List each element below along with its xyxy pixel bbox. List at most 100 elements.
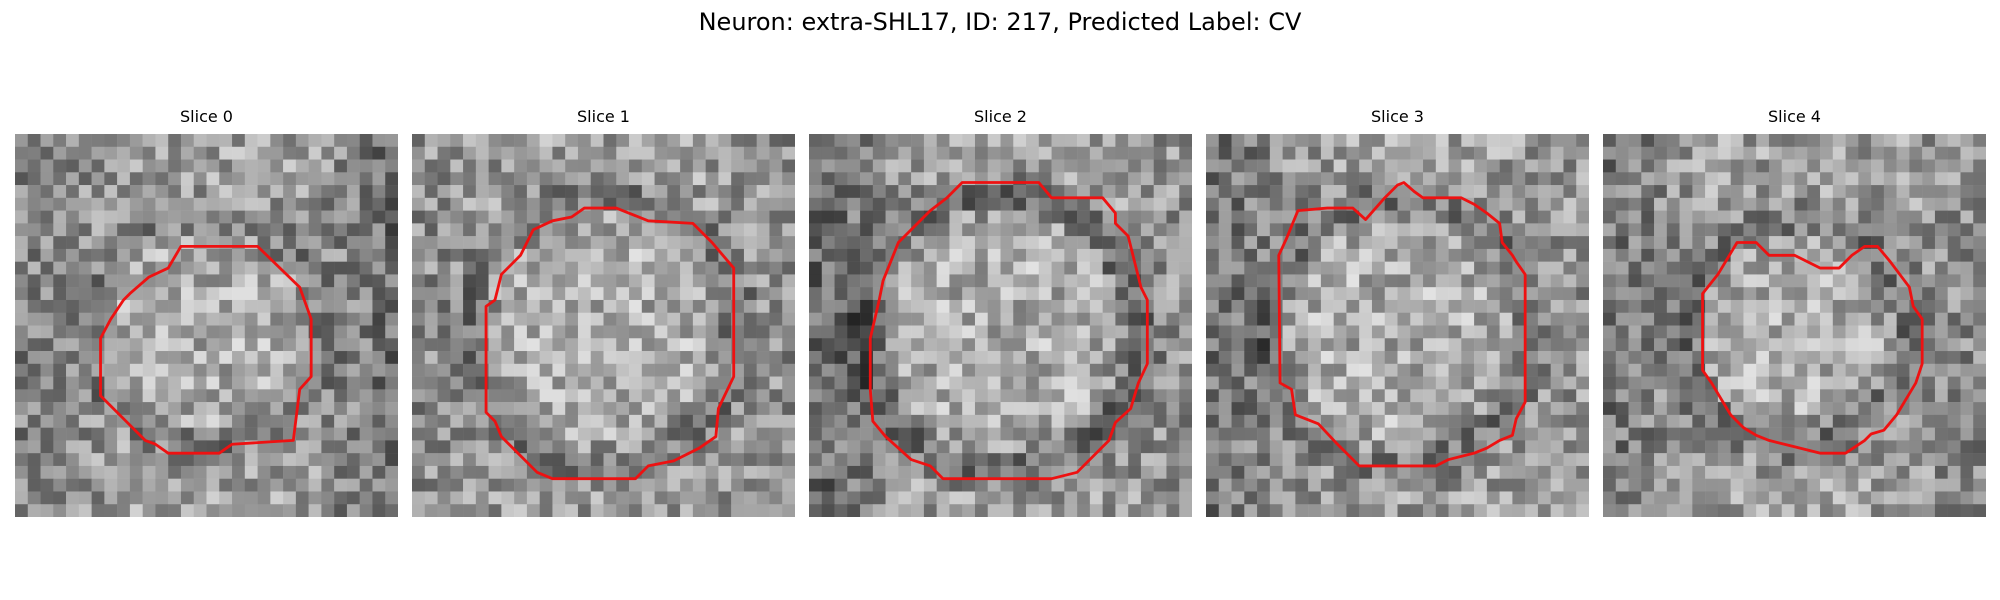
pixel <box>692 504 706 517</box>
pixel <box>1474 172 1488 186</box>
pixel <box>1743 440 1757 454</box>
pixel <box>756 197 770 211</box>
pixel <box>1153 440 1167 454</box>
pixel <box>450 504 464 517</box>
pixel <box>40 274 54 288</box>
pixel <box>437 414 451 428</box>
pixel <box>295 414 309 428</box>
pixel <box>283 465 297 479</box>
pixel <box>1038 478 1052 492</box>
pixel <box>1615 134 1629 148</box>
pixel <box>193 389 207 403</box>
pixel <box>283 172 297 186</box>
pixel <box>847 134 861 148</box>
pixel <box>962 414 976 428</box>
pixel <box>1615 261 1629 275</box>
pixel <box>1308 134 1322 148</box>
pixel <box>629 172 643 186</box>
pixel <box>552 427 566 441</box>
pixel <box>219 338 233 352</box>
pixel <box>692 414 706 428</box>
pixel <box>232 325 246 339</box>
pixel <box>475 248 489 262</box>
pixel <box>1269 210 1283 224</box>
pixel <box>475 504 489 517</box>
pixel <box>949 210 963 224</box>
pixel <box>1231 236 1245 250</box>
pixel <box>1576 210 1589 224</box>
pixel <box>270 389 284 403</box>
pixel <box>911 338 925 352</box>
pixel <box>898 236 912 250</box>
pixel <box>475 185 489 199</box>
pixel <box>1359 453 1373 467</box>
pixel <box>1153 146 1167 160</box>
pixel <box>1576 134 1589 148</box>
pixel <box>412 248 426 262</box>
pixel <box>974 376 988 390</box>
pixel <box>1269 504 1283 517</box>
pixel <box>91 491 105 505</box>
pixel <box>1423 325 1437 339</box>
pixel <box>1448 172 1462 186</box>
pixel <box>1371 453 1385 467</box>
pixel <box>1947 172 1961 186</box>
pixel <box>577 134 591 148</box>
pixel <box>1628 287 1642 301</box>
pixel <box>1832 197 1846 211</box>
pixel <box>1320 299 1334 313</box>
pixel <box>117 185 131 199</box>
pixel <box>104 185 118 199</box>
pixel <box>270 248 284 262</box>
pixel <box>463 312 477 326</box>
pixel <box>424 338 438 352</box>
pixel <box>987 376 1001 390</box>
pixel <box>295 351 309 365</box>
pixel <box>1807 312 1821 326</box>
pixel <box>1231 325 1245 339</box>
pixel <box>180 312 194 326</box>
pixel <box>1845 197 1859 211</box>
pixel <box>180 491 194 505</box>
pixel <box>743 389 757 403</box>
pixel <box>1115 376 1129 390</box>
pixel <box>180 274 194 288</box>
pixel <box>1845 491 1859 505</box>
pixel <box>1128 414 1142 428</box>
pixel <box>987 197 1001 211</box>
pixel <box>1717 146 1731 160</box>
pixel <box>488 402 502 416</box>
pixel <box>129 504 143 517</box>
pixel <box>1743 491 1757 505</box>
pixel <box>1115 236 1129 250</box>
pixel <box>1858 223 1872 237</box>
pixel <box>1628 261 1642 275</box>
pixel <box>1615 402 1629 416</box>
pixel <box>27 338 41 352</box>
pixel <box>1743 478 1757 492</box>
pixel <box>1064 287 1078 301</box>
pixel <box>1320 261 1334 275</box>
pixel <box>53 185 67 199</box>
pixel <box>1934 159 1948 173</box>
pixel <box>1654 504 1668 517</box>
pixel <box>206 402 220 416</box>
pixel <box>501 389 515 403</box>
pixel <box>15 465 29 479</box>
pixel <box>1499 312 1513 326</box>
pixel <box>514 146 528 160</box>
pixel <box>860 146 874 160</box>
pixel <box>450 274 464 288</box>
pixel <box>565 146 579 160</box>
pixel <box>923 440 937 454</box>
pixel <box>334 172 348 186</box>
pixel <box>1051 312 1065 326</box>
pixel <box>1730 402 1744 416</box>
pixel <box>1231 146 1245 160</box>
pixel <box>193 504 207 517</box>
pixel <box>1128 185 1142 199</box>
pixel <box>1576 427 1589 441</box>
pixel <box>27 185 41 199</box>
pixel <box>1934 402 1948 416</box>
pixel <box>283 363 297 377</box>
